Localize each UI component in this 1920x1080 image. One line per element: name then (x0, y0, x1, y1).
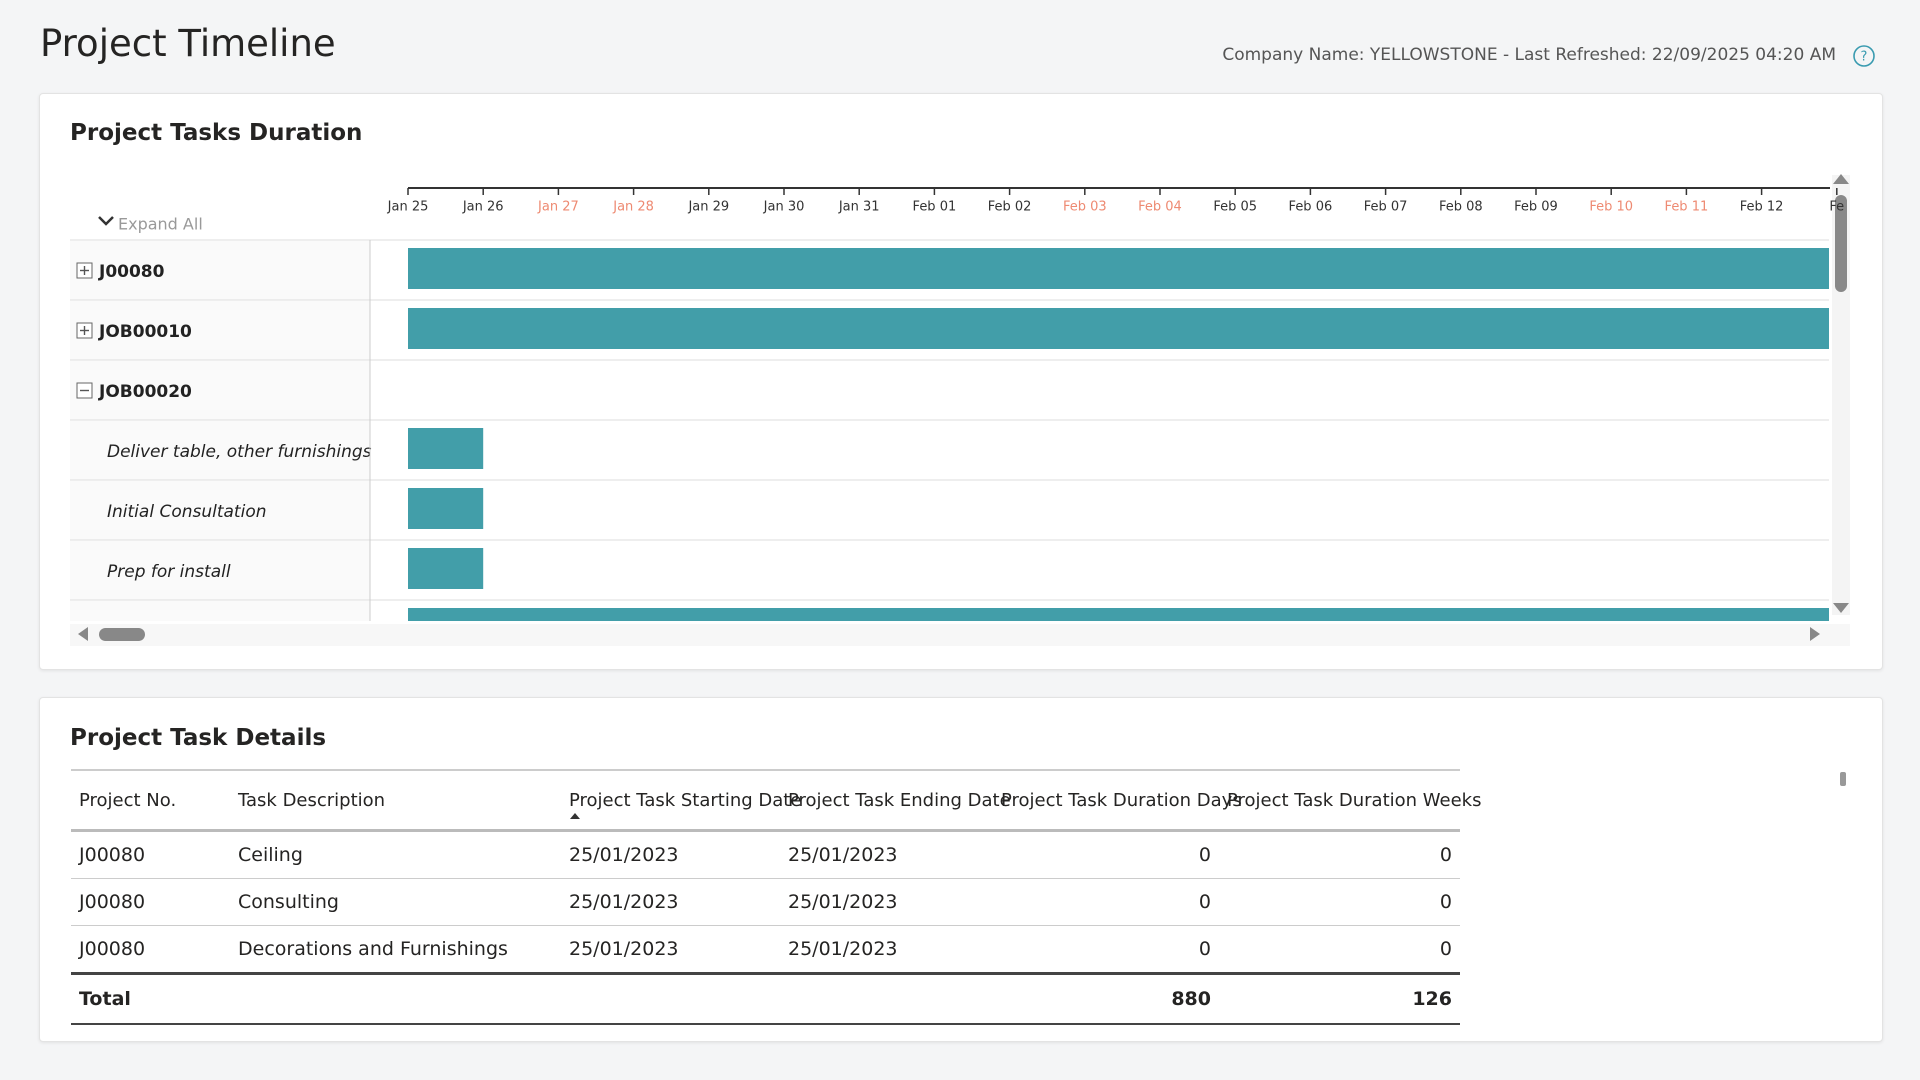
total-label: Total (71, 974, 993, 1025)
date-label: Feb 04 (1138, 200, 1182, 215)
table-title: Project Task Details (70, 725, 326, 751)
gantt-rows: J00080 JOB00010 JOB00020 Deliver table, oth… (70, 240, 1829, 660)
table-cell: Decorations and Furnishings (230, 926, 561, 974)
table-cell: 25/01/2023 (561, 926, 780, 974)
date-label: Jan 30 (763, 200, 805, 215)
date-label: Fe (1829, 200, 1844, 215)
row-label: Initial Consultation (107, 502, 267, 522)
table-row: J00080Decorations and Furnishings25/01/2… (71, 926, 1460, 974)
table-cell: 25/01/2023 (561, 831, 780, 879)
date-label: Feb 11 (1665, 200, 1709, 215)
date-label: Feb 10 (1589, 200, 1633, 215)
h-scroll-thumb[interactable] (99, 628, 145, 641)
table-cell: 0 (1219, 926, 1460, 974)
table-cell: J00080 (71, 831, 230, 879)
table-cell: Consulting (230, 879, 561, 926)
row-label: Deliver table, other furnishings (107, 442, 372, 462)
row-label: JOB00010 (98, 322, 192, 342)
row-label: JOB00020 (98, 382, 192, 402)
date-label: Jan 26 (462, 200, 504, 215)
table-scrollbar[interactable] (1840, 772, 1846, 786)
column-header[interactable]: Project No. (71, 770, 230, 831)
row-label: J00080 (98, 262, 165, 282)
date-label: Jan 25 (387, 200, 429, 215)
sort-indicator (570, 813, 580, 819)
date-label: Jan 27 (537, 200, 579, 215)
total-row: Total880126 (71, 974, 1460, 1025)
table-cell: J00080 (71, 926, 230, 974)
expand-chevron[interactable] (99, 217, 113, 224)
details-table: Project No.Task DescriptionProject Task … (71, 769, 1460, 1025)
table-cell: J00080 (71, 879, 230, 926)
table-cell: 25/01/2023 (780, 926, 993, 974)
table-cell: 25/01/2023 (780, 831, 993, 879)
table-cell: 25/01/2023 (561, 879, 780, 926)
table-cell: 0 (993, 831, 1219, 879)
column-header[interactable]: Project Task Ending Date (780, 770, 993, 831)
table-cell: 0 (993, 879, 1219, 926)
table-cell: 25/01/2023 (780, 879, 993, 926)
table-row: J00080Consulting25/01/202325/01/202300 (71, 879, 1460, 926)
table-cell: Ceiling (230, 831, 561, 879)
task-bar (408, 248, 1829, 289)
column-header[interactable]: Project Task Duration Weeks (1219, 770, 1460, 831)
column-header[interactable]: Task Description (230, 770, 561, 831)
date-label: Feb 05 (1213, 200, 1257, 215)
date-label: Jan 31 (838, 200, 880, 215)
column-header[interactable]: Project Task Starting Date (561, 770, 780, 831)
task-bar (408, 428, 483, 469)
row-label: Prep for install (107, 562, 231, 582)
task-bar (408, 548, 483, 589)
gantt-chart: Expand All J00080 JOB00010 JOB00020 Deliver… (0, 0, 1920, 680)
table-cell: 0 (993, 926, 1219, 974)
column-header[interactable]: Project Task Duration Days (993, 770, 1219, 831)
date-label: Feb 08 (1439, 200, 1483, 215)
date-label: Feb 01 (913, 200, 957, 215)
expand-all[interactable]: Expand All (118, 215, 203, 234)
date-label: Feb 03 (1063, 200, 1107, 215)
total-days: 880 (993, 974, 1219, 1025)
date-label: Feb 06 (1289, 200, 1333, 215)
date-label: Feb 09 (1514, 200, 1558, 215)
table-cell: 0 (1219, 879, 1460, 926)
h-scroll-track (70, 624, 1850, 646)
task-bar (408, 488, 483, 529)
date-label: Jan 29 (687, 200, 729, 215)
date-label: Jan 28 (612, 200, 654, 215)
total-weeks: 126 (1219, 974, 1460, 1025)
date-label: Feb 12 (1740, 200, 1784, 215)
table-cell: 0 (1219, 831, 1460, 879)
date-label: Feb 02 (988, 200, 1032, 215)
date-label: Feb 07 (1364, 200, 1408, 215)
task-bar (408, 308, 1829, 349)
table-row: J00080Ceiling25/01/202325/01/202300 (71, 831, 1460, 879)
